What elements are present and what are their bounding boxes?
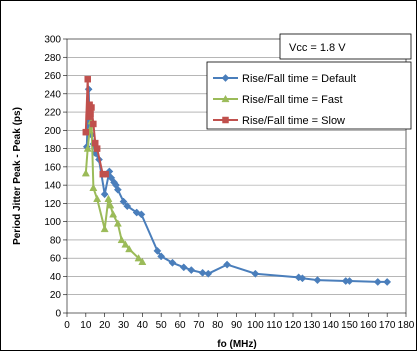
data-point	[84, 75, 91, 83]
data-point	[121, 240, 130, 248]
legend-label: Rise/Fall time = Fast	[242, 94, 343, 106]
data-point	[383, 277, 392, 286]
y-tick-label: 80	[50, 235, 62, 246]
x-tick-label: 10	[80, 320, 92, 331]
y-tick-label: 260	[44, 71, 61, 82]
x-tick-label: 110	[266, 320, 282, 331]
legend-marker	[221, 74, 230, 82]
grid-lines	[67, 56, 406, 296]
x-tick-label: 170	[379, 320, 396, 331]
x-tick-label: 80	[212, 320, 224, 331]
y-tick-label: 20	[50, 290, 62, 301]
x-tick-label: 130	[303, 320, 320, 331]
x-tick-label: 140	[322, 320, 339, 331]
x-tick-label: 100	[247, 320, 264, 331]
x-tick-label: 180	[398, 320, 415, 331]
x-tick-label: 60	[174, 320, 186, 331]
data-point	[251, 269, 260, 278]
x-tick-label: 30	[118, 320, 130, 331]
legend-label: Rise/Fall time = Default	[242, 73, 356, 85]
x-tick-label: 90	[231, 320, 243, 331]
jitter-chart: 0204060801001201401601802002202402602803…	[12, 33, 415, 350]
series-3	[82, 75, 109, 178]
y-tick-label: 120	[44, 199, 61, 210]
data-point	[82, 128, 90, 136]
x-tick-label: 120	[285, 320, 302, 331]
legend-box	[206, 61, 412, 130]
series-layer	[81, 75, 392, 286]
legend-entry-3: Rise/Fall time = Slow	[213, 115, 345, 127]
data-point	[92, 139, 99, 147]
data-point	[153, 246, 162, 255]
data-point	[100, 190, 109, 199]
x-tick-label: 150	[341, 320, 358, 331]
data-point	[102, 170, 109, 178]
x-axis-label: fo (MHz)	[217, 339, 256, 350]
data-point	[104, 194, 113, 202]
data-point	[89, 183, 98, 192]
y-tick-label: 140	[44, 181, 61, 192]
data-point	[113, 185, 122, 194]
data-point	[125, 244, 134, 253]
y-axis-label: Period Jitter Peak - Peak (ps)	[12, 107, 23, 245]
data-point	[138, 257, 147, 265]
y-tick-label: 160	[44, 162, 61, 173]
data-point	[81, 169, 90, 177]
data-point	[157, 252, 166, 261]
data-point	[134, 254, 143, 262]
data-point	[168, 258, 177, 267]
data-point	[117, 235, 126, 244]
data-point	[137, 210, 146, 219]
data-point	[123, 202, 132, 211]
data-point	[345, 277, 354, 285]
data-point	[313, 276, 322, 285]
y-tick-label: 100	[44, 217, 61, 228]
y-tick-label: 220	[44, 108, 61, 119]
x-tick-label: 40	[137, 320, 149, 331]
legend-marker	[222, 116, 229, 124]
data-point	[109, 210, 118, 218]
data-point	[100, 224, 109, 233]
data-point	[93, 145, 101, 152]
data-point	[106, 201, 115, 209]
legend-label: Rise/Fall time = Slow	[242, 115, 345, 127]
annotation-box: Vcc = 1.8 V	[279, 33, 412, 60]
data-point	[223, 260, 232, 269]
data-point	[93, 194, 102, 202]
data-point	[187, 266, 196, 275]
y-tick-label: 0	[55, 309, 61, 320]
data-point	[179, 263, 188, 272]
data-point	[105, 167, 114, 176]
y-tick-label: 240	[44, 89, 61, 100]
data-point	[88, 104, 95, 111]
legend-marker	[221, 94, 230, 103]
y-tick-label: 180	[44, 144, 61, 155]
data-point	[298, 274, 307, 283]
y-tick-label: 200	[44, 126, 61, 137]
annotation-vcc: Vcc = 1.8 V	[289, 42, 346, 54]
y-axis: 0 20 40 60 80 100 120 140 160 180 200 220 240 260 280 3…	[44, 35, 67, 320]
y-tick-label: 40	[50, 272, 62, 283]
x-tick-label: 0	[64, 320, 70, 331]
data-point	[83, 144, 92, 152]
data-point	[87, 110, 94, 118]
y-tick-label: 280	[44, 53, 61, 64]
data-point	[113, 219, 122, 227]
data-point	[119, 197, 128, 206]
x-axis: 0 10 20 30 40 50 60 70 80 90 100 110 120 130 140 150 160…	[64, 313, 415, 331]
x-tick-label: 70	[193, 320, 205, 331]
x-tick-label: 50	[156, 320, 168, 331]
y-tick-label: 60	[50, 254, 62, 265]
legend: Rise/Fall time = Default Rise/Fall time =…	[206, 61, 412, 130]
y-tick-label: 300	[44, 35, 61, 46]
x-tick-label: 20	[99, 320, 111, 331]
legend-entry-1: Rise/Fall time = Default	[213, 73, 356, 85]
data-point	[90, 120, 97, 128]
data-point	[198, 268, 207, 277]
x-tick-label: 160	[360, 320, 377, 331]
data-point	[373, 277, 382, 286]
data-point	[204, 269, 213, 278]
legend-entry-2: Rise/Fall time = Fast	[213, 94, 343, 106]
